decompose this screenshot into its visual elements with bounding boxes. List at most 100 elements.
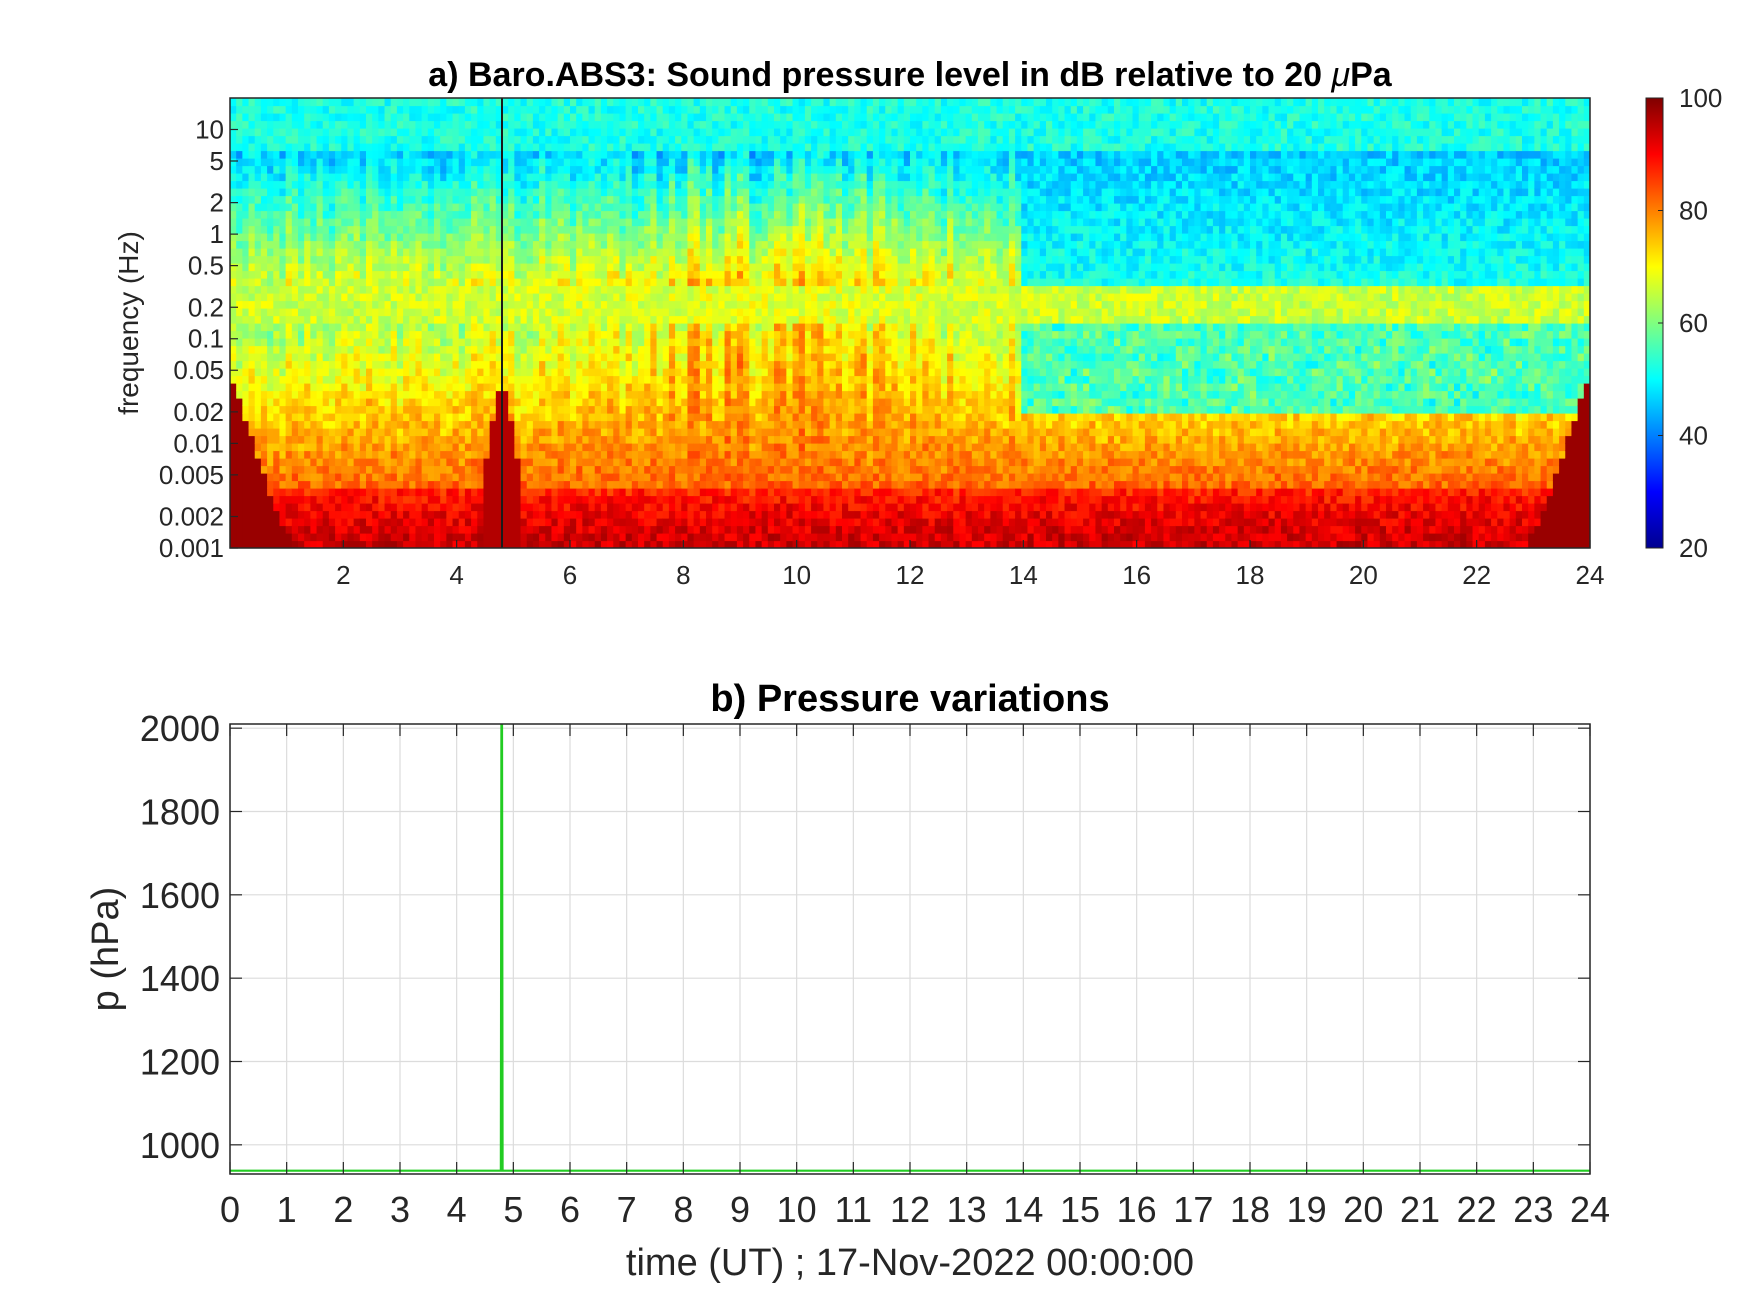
heatmap-cell: [298, 488, 305, 497]
heatmap-cell: [372, 525, 379, 534]
heatmap-cell: [267, 135, 274, 144]
heatmap-cell: [631, 375, 639, 384]
heatmap-cell: [730, 263, 738, 272]
heatmap-cell: [335, 488, 342, 497]
heatmap-cell: [631, 195, 639, 204]
heatmap-cell: [260, 398, 268, 407]
heatmap-cell: [384, 255, 392, 264]
heatmap-cell: [434, 188, 441, 197]
heatmap-cell: [359, 143, 367, 152]
heatmap-cell: [557, 525, 565, 534]
heatmap-cell: [718, 285, 726, 294]
heatmap-cell: [298, 473, 305, 482]
heatmap-cell: [495, 518, 503, 527]
heatmap-cell: [736, 248, 744, 257]
heatmap-cell: [471, 113, 478, 122]
heatmap-cell: [335, 465, 342, 474]
heatmap-cell: [736, 443, 744, 452]
heatmap-cell: [366, 128, 373, 137]
heatmap-cell: [372, 473, 379, 482]
heatmap-cell: [532, 173, 540, 182]
heatmap-cell: [495, 113, 503, 122]
heatmap-cell: [347, 240, 355, 249]
heatmap-cell: [341, 518, 349, 527]
heatmap-cell: [248, 405, 256, 414]
heatmap-cell: [378, 420, 386, 429]
heatmap-cell: [335, 503, 342, 512]
heatmap-cell: [236, 300, 243, 309]
heatmap-cell: [613, 203, 621, 212]
heatmap-cell: [736, 150, 744, 159]
heatmap-cell: [464, 135, 472, 144]
heatmap-cell: [298, 435, 305, 444]
heatmap-cell: [489, 420, 497, 429]
heatmap-cell: [736, 98, 744, 107]
heatmap-cell: [279, 285, 287, 294]
heatmap-cell: [427, 270, 435, 279]
heatmap-cell: [347, 540, 355, 548]
heatmap-cell: [724, 518, 732, 527]
heatmap-cell: [248, 540, 256, 548]
heatmap-cell: [607, 488, 614, 497]
heatmap-cell: [607, 375, 614, 384]
heatmap-cell: [607, 278, 614, 287]
heatmap-cell: [260, 495, 268, 504]
heatmap-cell: [279, 240, 287, 249]
heatmap-cell: [539, 203, 546, 212]
heatmap-cell: [545, 525, 553, 534]
heatmap-cell: [508, 518, 515, 527]
heatmap-cell: [328, 180, 336, 189]
heatmap-cell: [242, 278, 250, 287]
heatmap-cell: [576, 368, 583, 377]
heatmap-cell: [298, 293, 305, 302]
heatmap-cell: [347, 458, 355, 467]
heatmap-cell: [366, 188, 373, 197]
heatmap-cell: [446, 495, 454, 504]
heatmap-cell: [285, 150, 293, 159]
heatmap-cell: [607, 195, 614, 204]
heatmap-cell: [551, 345, 559, 354]
heatmap-cell: [662, 398, 670, 407]
heatmap-cell: [471, 248, 478, 257]
heatmap-cell: [403, 390, 410, 399]
heatmap-cell: [594, 188, 602, 197]
heatmap-cell: [446, 488, 454, 497]
heatmap-cell: [650, 450, 658, 459]
heatmap-cell: [366, 488, 373, 497]
heatmap-cell: [483, 398, 491, 407]
heatmap-cell: [718, 240, 726, 249]
heatmap-cell: [458, 390, 466, 399]
heatmap-cell: [526, 383, 534, 392]
heatmap-cell: [366, 240, 373, 249]
heatmap-cell: [260, 120, 268, 129]
heatmap-cell: [458, 413, 466, 422]
heatmap-cell: [335, 285, 342, 294]
heatmap-cell: [440, 435, 447, 444]
heatmap-cell: [372, 218, 379, 227]
heatmap-cell: [706, 398, 713, 407]
heatmap-cell: [366, 150, 373, 159]
heatmap-cell: [396, 368, 404, 377]
heatmap-cell: [508, 503, 515, 512]
heatmap-cell: [650, 533, 658, 542]
heatmap-cell: [699, 383, 707, 392]
heatmap-cell: [464, 503, 472, 512]
heatmap-cell: [656, 458, 664, 467]
heatmap-cell: [464, 420, 472, 429]
heatmap-cell: [576, 330, 583, 339]
heatmap-cell: [594, 150, 602, 159]
heatmap-cell: [267, 195, 274, 204]
heatmap-cell: [600, 345, 608, 354]
heatmap-cell: [656, 443, 664, 452]
heatmap-cell: [563, 458, 571, 467]
heatmap-cell: [421, 120, 429, 129]
heatmap-cell: [464, 158, 472, 167]
heatmap-cell: [279, 248, 287, 257]
heatmap-cell: [582, 278, 590, 287]
heatmap-cell: [489, 428, 497, 437]
heatmap-cell: [230, 540, 237, 548]
heatmap-cell: [291, 413, 299, 422]
heatmap-cell: [638, 218, 645, 227]
heatmap-cell: [446, 420, 454, 429]
heatmap-cell: [260, 300, 268, 309]
